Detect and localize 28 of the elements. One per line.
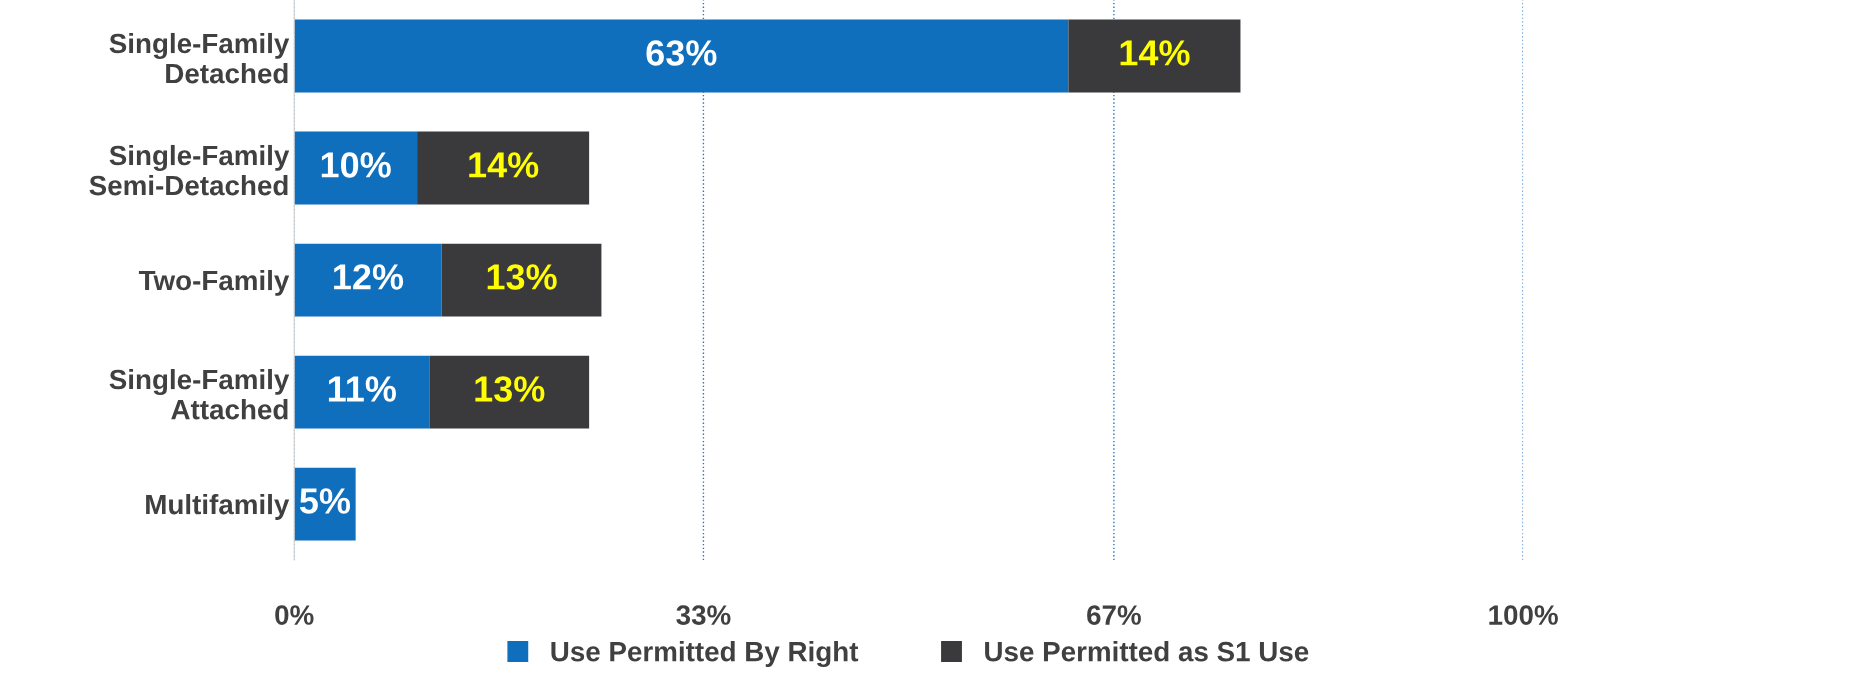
- bar: [429, 355, 590, 429]
- bar: [1068, 19, 1241, 93]
- y-tick-label: Two-Family: [138, 269, 290, 296]
- x-tick-label: 100%: [1489, 605, 1558, 625]
- legend-label: Use Permitted as S1 Use: [985, 641, 1309, 662]
- data-label: 5%: [299, 488, 351, 514]
- data-label: 14%: [469, 152, 539, 178]
- x-tick-label: 0%: [275, 605, 314, 625]
- y-tick-label: Single-Family Detached: [109, 32, 290, 84]
- data-label: 11%: [328, 376, 396, 402]
- bar: [294, 19, 1069, 93]
- y-tick-label: Single-Family Semi-Detached: [89, 144, 290, 196]
- x-tick-label: 33%: [676, 605, 731, 625]
- data-label: 13%: [475, 376, 545, 402]
- data-label: 14%: [1120, 40, 1190, 66]
- bar: [294, 355, 430, 429]
- bar: [294, 131, 418, 205]
- y-tick-label: Single-Family Attached: [109, 368, 290, 420]
- data-label: 63%: [646, 40, 717, 66]
- data-label: 10%: [321, 152, 391, 178]
- bar: [441, 243, 602, 317]
- data-label: 13%: [487, 264, 557, 290]
- bar: [417, 131, 590, 205]
- data-label: 12%: [334, 264, 404, 290]
- y-tick-label: Multifamily: [146, 493, 290, 520]
- bar: [294, 243, 442, 317]
- x-tick-label: 67%: [1087, 605, 1141, 625]
- legend-label: Use Permitted By Right: [551, 641, 859, 668]
